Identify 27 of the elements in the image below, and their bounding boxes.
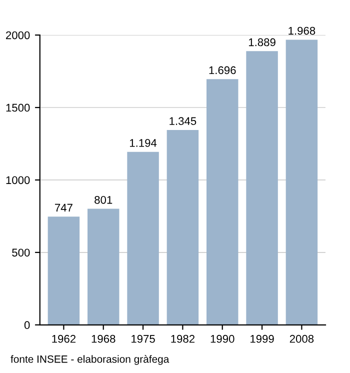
- data-label: 1.194: [130, 139, 157, 147]
- bar: [48, 216, 80, 325]
- x-tick-label: 2008: [290, 334, 314, 343]
- x-tick-label: 1990: [210, 334, 234, 343]
- data-label: 747: [55, 204, 72, 212]
- bar: [286, 40, 318, 325]
- x-tick-label: 1962: [52, 334, 76, 343]
- y-tick-label: 0: [24, 321, 30, 330]
- y-tick-label: 2000: [6, 31, 30, 40]
- x-tick-label: 1999: [250, 334, 274, 343]
- bar: [166, 130, 199, 325]
- bar: [246, 51, 278, 325]
- data-label: 1.696: [209, 66, 236, 74]
- source-note: fonte INSEE - elaborasion gràfega: [10, 355, 170, 365]
- bar: [88, 208, 120, 325]
- y-tick-label: 1000: [6, 176, 30, 184]
- x-tick-label: 1982: [171, 334, 194, 343]
- data-label: 1.345: [170, 117, 196, 126]
- x-tick-label: 1975: [132, 334, 155, 343]
- data-label: 801: [94, 196, 112, 204]
- y-tick-label: 500: [12, 248, 30, 257]
- x-tick-label: 1968: [92, 334, 116, 343]
- y-tick-label: 1500: [6, 104, 30, 112]
- data-label: 1.968: [288, 26, 316, 35]
- bar: [206, 79, 238, 325]
- bar: [127, 152, 159, 325]
- data-label: 1.889: [248, 38, 276, 46]
